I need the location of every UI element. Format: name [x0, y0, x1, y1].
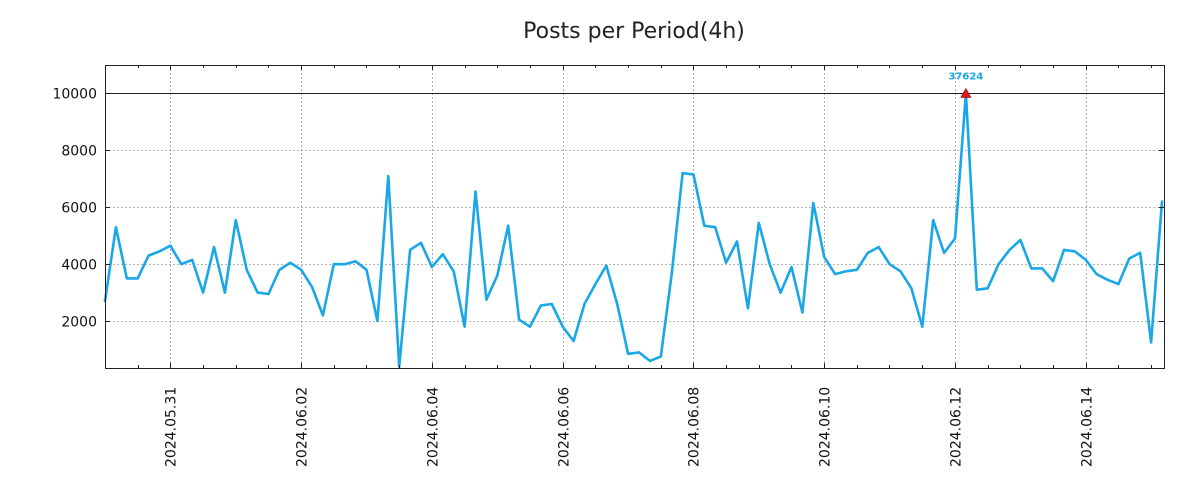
x-tick-label: 2024.06.02 — [295, 387, 311, 467]
x-tick-label: 2024.06.06 — [557, 387, 573, 467]
series-line — [103, 92, 1164, 368]
axis-ticks — [105, 65, 1164, 368]
peak-value-label: 37624 — [948, 71, 983, 82]
x-tick-label: 2024.06.08 — [687, 387, 703, 467]
chart-title: Posts per Period(4h) — [523, 19, 745, 44]
x-tick-label: 2024.06.10 — [818, 387, 834, 467]
x-tick-labels: 2024.05.31 2024.06.02 2024.06.04 2024.06.06… — [164, 387, 1096, 467]
x-tick-label: 2024.06.04 — [426, 387, 442, 467]
x-tick-label: 2024.06.14 — [1080, 387, 1096, 467]
peak-annotation: 37624 — [948, 71, 983, 98]
y-tick-label: 2000 — [61, 315, 97, 331]
series-group — [103, 92, 1164, 368]
grid-lines — [105, 65, 1164, 368]
y-tick-label: 4000 — [61, 258, 97, 274]
y-tick-label: 8000 — [61, 144, 97, 160]
y-tick-label: 10000 — [52, 87, 97, 103]
x-tick-label: 2024.05.31 — [164, 387, 180, 467]
plot-frame — [105, 65, 1165, 369]
x-tick-label: 2024.06.12 — [949, 387, 965, 467]
y-tick-labels: 2000 4000 6000 8000 10000 — [52, 87, 97, 331]
y-tick-label: 6000 — [61, 201, 97, 217]
peak-marker — [960, 87, 972, 98]
